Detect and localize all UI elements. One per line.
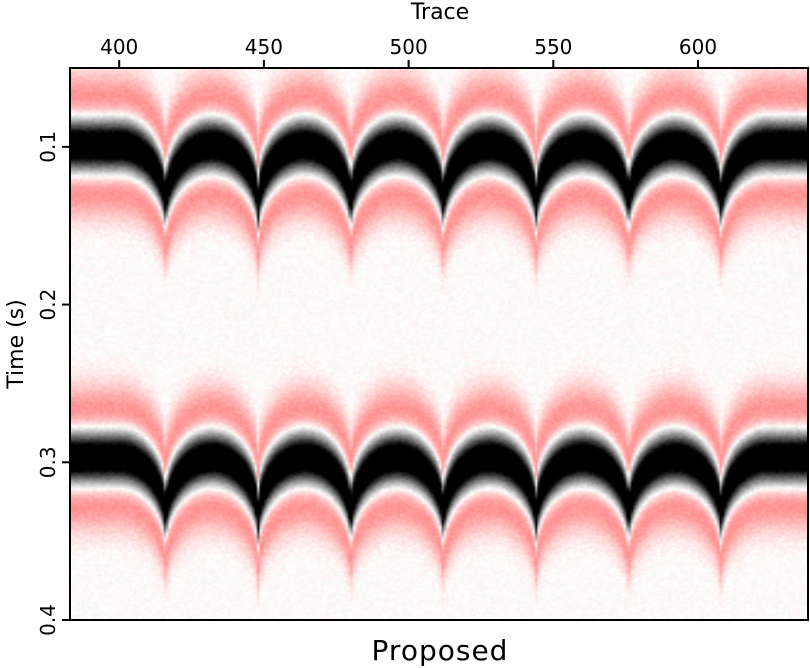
x-tick-label: 450	[245, 35, 283, 59]
x-tick-label: 600	[679, 35, 717, 59]
y-axis-label: Time (s)	[4, 299, 29, 389]
y-tick-label: 0.2	[36, 289, 60, 321]
y-axis: Time (s) 0.1 0.2 0.3 0.4	[4, 131, 70, 636]
heatmap-image	[70, 68, 808, 620]
figure-caption: Proposed	[372, 634, 509, 667]
y-tick-label: 0.3	[36, 446, 60, 478]
plot-frame	[69, 67, 809, 621]
x-axis-label: Trace	[410, 0, 469, 25]
x-tick-label: 500	[390, 35, 428, 59]
x-tick-label: 400	[100, 35, 138, 59]
y-tick-label: 0.1	[36, 131, 60, 163]
y-tick-label: 0.4	[36, 604, 60, 636]
x-axis: Trace 400 450 500 550 600	[100, 0, 717, 68]
plot-area	[69, 67, 809, 621]
x-tick-label: 550	[534, 35, 572, 59]
